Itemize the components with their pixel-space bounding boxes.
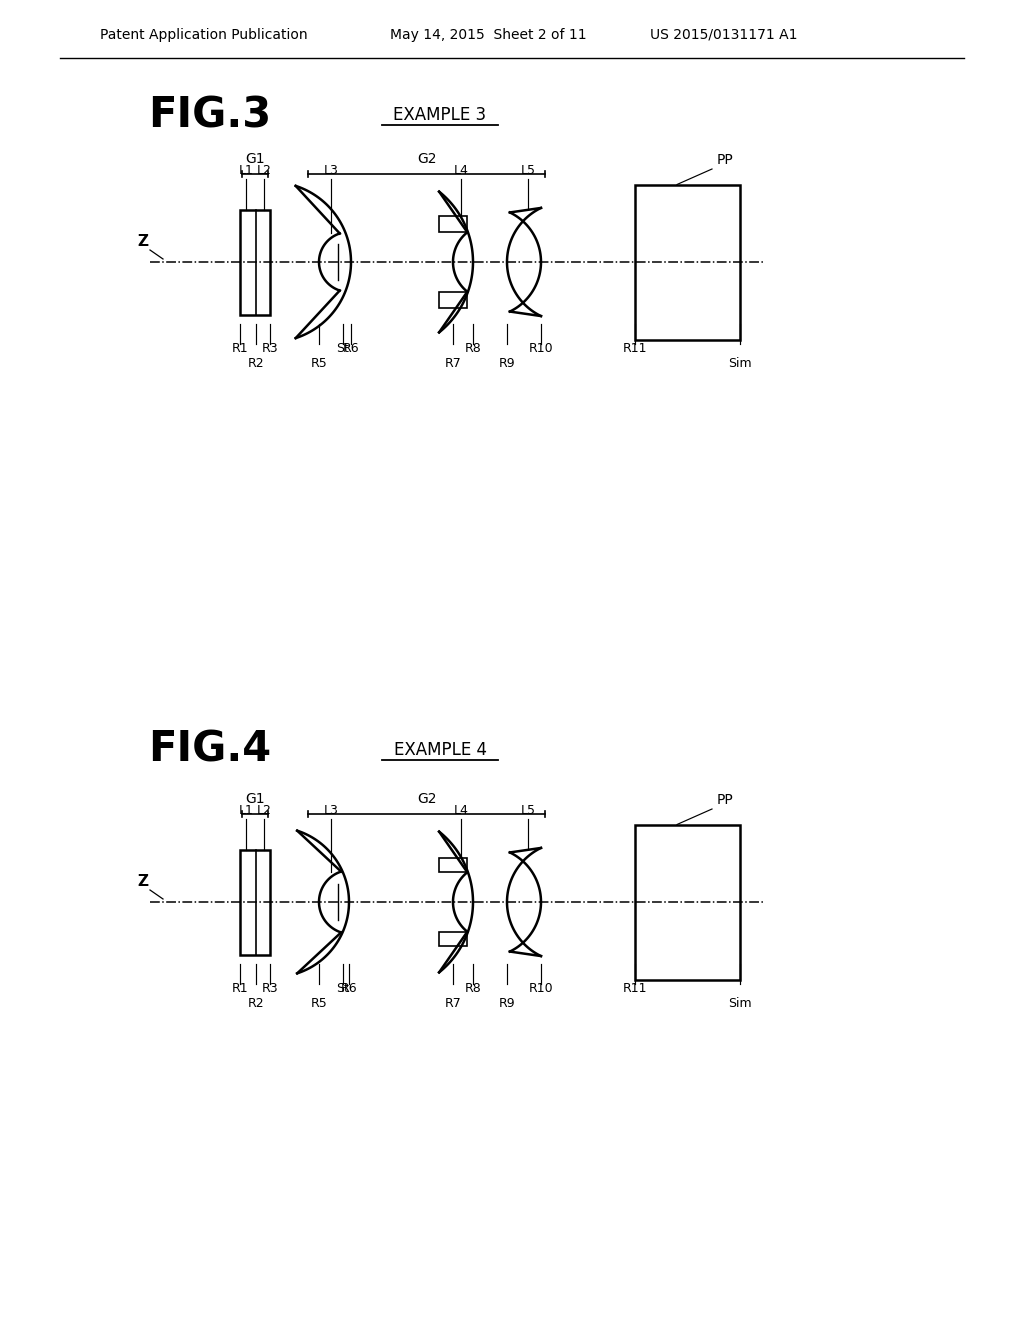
Bar (439, 216, 467, 232)
Text: St: St (337, 342, 349, 355)
Text: St: St (337, 982, 349, 995)
Bar (439, 292, 467, 308)
Text: EXAMPLE 3: EXAMPLE 3 (393, 106, 486, 124)
Text: US 2015/0131171 A1: US 2015/0131171 A1 (650, 28, 798, 42)
Text: R2: R2 (247, 997, 264, 1010)
Text: R9: R9 (499, 997, 515, 1010)
Text: R6: R6 (343, 342, 359, 355)
Text: R2: R2 (247, 356, 264, 370)
Text: L2: L2 (257, 804, 271, 817)
Bar (240, 210, 270, 314)
Text: PP: PP (717, 793, 734, 807)
Text: FIG.3: FIG.3 (148, 94, 271, 136)
Text: L4: L4 (454, 164, 468, 177)
Bar (240, 850, 270, 954)
Text: Sim: Sim (728, 997, 752, 1010)
Text: G2: G2 (417, 152, 436, 166)
Text: L5: L5 (520, 804, 536, 817)
Text: L5: L5 (520, 164, 536, 177)
Text: Z: Z (137, 235, 148, 249)
Text: R5: R5 (310, 997, 328, 1010)
Text: R3: R3 (262, 342, 279, 355)
Bar (635, 185, 740, 339)
Text: L2: L2 (257, 164, 271, 177)
Bar (439, 858, 467, 873)
Text: EXAMPLE 4: EXAMPLE 4 (393, 741, 486, 759)
Text: L3: L3 (324, 164, 339, 177)
Text: R7: R7 (444, 997, 462, 1010)
Text: G1: G1 (245, 792, 265, 807)
Text: R10: R10 (528, 982, 553, 995)
Text: L1: L1 (239, 164, 253, 177)
Text: R8: R8 (465, 342, 481, 355)
Text: R11: R11 (623, 342, 647, 355)
Text: R7: R7 (444, 356, 462, 370)
Text: May 14, 2015  Sheet 2 of 11: May 14, 2015 Sheet 2 of 11 (390, 28, 587, 42)
Text: L4: L4 (454, 804, 468, 817)
Text: FIG.4: FIG.4 (148, 729, 271, 771)
Text: R8: R8 (465, 982, 481, 995)
Text: L1: L1 (239, 804, 253, 817)
Text: G2: G2 (417, 792, 436, 807)
Bar (635, 825, 740, 979)
Text: R3: R3 (262, 982, 279, 995)
Text: Patent Application Publication: Patent Application Publication (100, 28, 307, 42)
Text: R5: R5 (310, 356, 328, 370)
Bar (439, 932, 467, 945)
Text: R11: R11 (623, 982, 647, 995)
Text: R10: R10 (528, 342, 553, 355)
Text: R6: R6 (341, 982, 357, 995)
Text: Sim: Sim (728, 356, 752, 370)
Text: R9: R9 (499, 356, 515, 370)
Text: R1: R1 (231, 982, 248, 995)
Text: Z: Z (137, 874, 148, 890)
Text: PP: PP (717, 153, 734, 168)
Text: R1: R1 (231, 342, 248, 355)
Text: G1: G1 (245, 152, 265, 166)
Text: L3: L3 (324, 804, 339, 817)
